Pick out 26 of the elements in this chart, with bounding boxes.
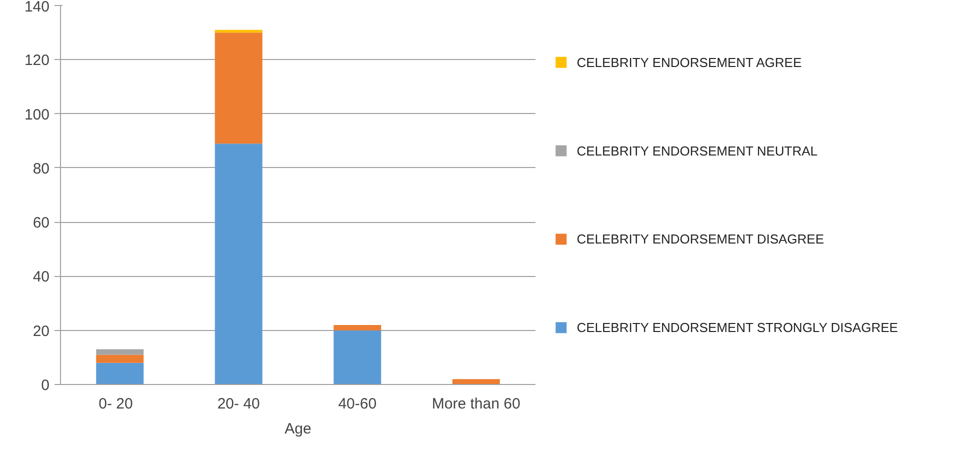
y-tick-label: 0 — [41, 377, 50, 394]
x-tick-label: 20- 40 — [217, 396, 260, 412]
y-tick-label: 140 — [24, 0, 50, 16]
y-tick-label: 40 — [32, 268, 50, 286]
bar — [452, 379, 500, 384]
bar — [96, 349, 144, 355]
y-tick-label: 100 — [24, 106, 50, 124]
bar — [96, 354, 144, 363]
bar — [214, 144, 262, 384]
bar — [334, 324, 382, 330]
y-tick-label: 120 — [24, 52, 50, 70]
x-axis-title: Age — [284, 420, 312, 438]
y-tick-label: 80 — [32, 160, 50, 178]
bar — [214, 32, 262, 144]
y-tick-label: 60 — [32, 214, 50, 232]
x-tick-label: 0- 20 — [98, 396, 133, 412]
bar — [96, 362, 144, 384]
bar — [334, 330, 382, 384]
legend-label: CELEBRITY ENDORSEMENT NEUTRAL — [576, 143, 818, 158]
legend-label: CELEBRITY ENDORSEMENT AGREE — [576, 54, 802, 70]
legend-label: CELEBRITY ENDORSEMENT DISAGREE — [576, 232, 824, 247]
y-tick-label: 20 — [32, 322, 50, 340]
x-tick-label: 40-60 — [338, 396, 377, 412]
bar — [214, 30, 262, 33]
legend-label: CELEBRITY ENDORSEMENT STRONGLY DISAGREE — [576, 320, 898, 336]
x-tick-label: More than 60 — [432, 396, 520, 412]
